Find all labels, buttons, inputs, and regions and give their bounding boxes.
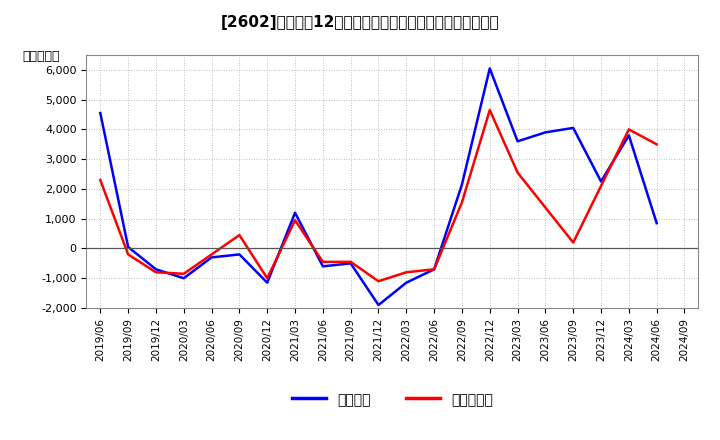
当期純利益 bbox=[513, 170, 522, 175]
Line: 経常利益: 経常利益 bbox=[100, 68, 657, 305]
経常利益 bbox=[624, 133, 633, 138]
経常利益 bbox=[402, 280, 410, 286]
当期純利益 bbox=[318, 259, 327, 264]
経常利益 bbox=[569, 125, 577, 131]
経常利益 bbox=[179, 275, 188, 281]
当期純利益 bbox=[624, 127, 633, 132]
経常利益 bbox=[207, 255, 216, 260]
当期純利益 bbox=[96, 177, 104, 183]
当期純利益 bbox=[263, 275, 271, 281]
経常利益 bbox=[458, 182, 467, 187]
経常利益 bbox=[124, 244, 132, 249]
Line: 当期純利益: 当期純利益 bbox=[100, 110, 657, 281]
経常利益 bbox=[374, 302, 383, 308]
経常利益 bbox=[430, 267, 438, 272]
当期純利益 bbox=[485, 107, 494, 113]
経常利益 bbox=[96, 110, 104, 116]
Text: [2602]　利益だ12か月移動合計の対前年同期増減額の推移: [2602] 利益だ12か月移動合計の対前年同期増減額の推移 bbox=[221, 15, 499, 30]
Legend: 経常利益, 当期純利益: 経常利益, 当期純利益 bbox=[286, 387, 499, 412]
Y-axis label: （百万円）: （百万円） bbox=[22, 50, 60, 63]
当期純利益 bbox=[124, 252, 132, 257]
当期純利益 bbox=[458, 200, 467, 205]
当期純利益 bbox=[235, 232, 243, 238]
当期純利益 bbox=[179, 271, 188, 276]
経常利益 bbox=[291, 210, 300, 216]
当期純利益 bbox=[402, 270, 410, 275]
経常利益 bbox=[318, 264, 327, 269]
経常利益 bbox=[152, 267, 161, 272]
当期純利益 bbox=[374, 279, 383, 284]
経常利益 bbox=[541, 130, 550, 135]
経常利益 bbox=[346, 261, 355, 266]
経常利益 bbox=[513, 139, 522, 144]
当期純利益 bbox=[652, 142, 661, 147]
経常利益 bbox=[263, 280, 271, 286]
当期純利益 bbox=[569, 240, 577, 245]
当期純利益 bbox=[291, 217, 300, 223]
経常利益 bbox=[485, 66, 494, 71]
経常利益 bbox=[652, 220, 661, 226]
当期純利益 bbox=[346, 259, 355, 264]
当期純利益 bbox=[430, 267, 438, 272]
経常利益 bbox=[597, 179, 606, 184]
当期純利益 bbox=[152, 270, 161, 275]
経常利益 bbox=[235, 252, 243, 257]
